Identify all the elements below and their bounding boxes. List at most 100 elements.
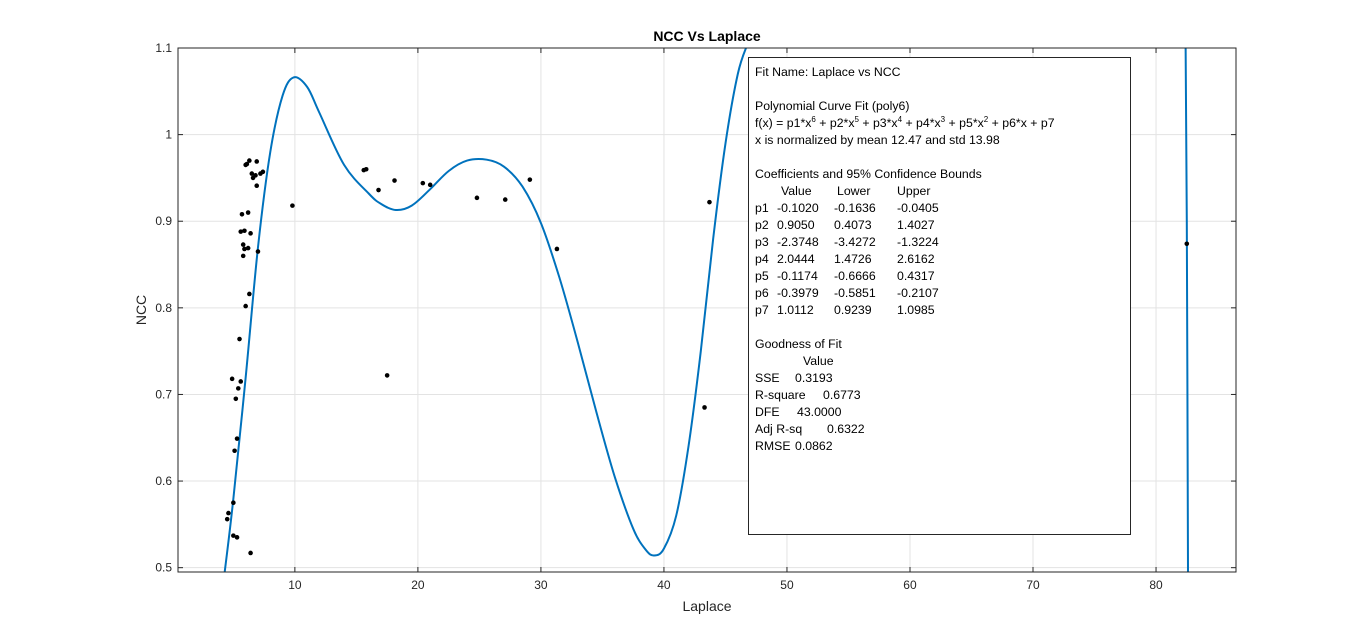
data-point xyxy=(247,291,252,297)
data-point xyxy=(248,231,253,236)
x-tick-label: 80 xyxy=(1149,578,1163,592)
y-tick-label: 0.7 xyxy=(155,387,172,401)
gof-header: Value xyxy=(755,353,1130,370)
y-tick-label: 0.8 xyxy=(155,301,172,315)
coefficient-lower: 0.9239 xyxy=(834,303,872,317)
coefficient-name: p6 xyxy=(755,286,769,300)
coefficient-name: p5 xyxy=(755,269,769,283)
data-point xyxy=(231,500,236,506)
chart-title: NCC Vs Laplace xyxy=(653,28,761,44)
x-axis-label: Laplace xyxy=(682,598,731,614)
x-tick-label: 40 xyxy=(657,578,671,592)
plot-frame xyxy=(177,47,1237,573)
data-point xyxy=(242,246,247,252)
gof-name: R-square xyxy=(755,388,806,402)
coefficient-name: p7 xyxy=(755,303,769,317)
coefficient-value: 1.0112 xyxy=(777,303,814,317)
x-tick-label: 30 xyxy=(534,578,548,592)
coefficient-row: p3 -2.3748 -3.4272 -1.3224 xyxy=(755,234,1130,251)
gof-row: RMSE 0.0862 xyxy=(755,438,1130,455)
fit-method: Polynomial Curve Fit (poly6) xyxy=(755,99,910,113)
coefficient-row: p6 -0.3979 -0.5851 -0.2107 xyxy=(755,285,1130,302)
coefficient-value: 2.0444 xyxy=(777,252,815,266)
fit-results-box: Fit Name: Laplace vs NCC Polynomial Curv… xyxy=(748,57,1131,535)
data-point xyxy=(527,177,533,182)
coefficient-upper: 0.4317 xyxy=(897,269,935,283)
coefficient-upper: -1.3224 xyxy=(897,235,939,249)
gof-value: 43.0000 xyxy=(797,405,842,419)
coef-header-upper: Upper xyxy=(897,184,931,198)
fit-formula: f(x) = p1*x6 + p2*x5 + p3*x4 + p4*x3 + p… xyxy=(755,115,1055,131)
data-point xyxy=(702,405,707,410)
coefficient-name: p2 xyxy=(755,218,769,232)
data-point xyxy=(1184,241,1190,247)
y-tick-label: 0.5 xyxy=(155,561,172,575)
y-axis-label: NCC xyxy=(133,295,149,325)
y-tick-label: 1.1 xyxy=(155,41,172,55)
gof-row: SSE 0.3193 xyxy=(755,370,1130,387)
gof-name: RMSE xyxy=(755,439,791,453)
data-point xyxy=(234,436,240,441)
coefficient-lower: -0.5851 xyxy=(834,286,876,300)
data-point xyxy=(253,173,258,178)
y-tick-label: 0.9 xyxy=(155,214,172,228)
data-point xyxy=(260,169,266,175)
data-point xyxy=(224,516,230,522)
data-point xyxy=(231,533,236,538)
coefficient-lower: -3.4272 xyxy=(834,235,876,249)
data-point xyxy=(384,373,390,378)
gof-row: Adj R-sq 0.6322 xyxy=(755,421,1130,438)
data-point xyxy=(233,396,239,402)
coefficient-upper: -0.2107 xyxy=(897,286,939,300)
data-point xyxy=(244,161,250,167)
coefficients-title: Coefficients and 95% Confidence Bounds xyxy=(755,167,982,181)
y-tick-label: 0.6 xyxy=(155,474,172,488)
data-point xyxy=(243,303,248,309)
goodness-of-fit-table: SSE 0.3193 R-square 0.6773 DFE 43.0000 Adj R-s… xyxy=(755,370,1130,455)
coefficient-value: -0.1020 xyxy=(777,201,819,215)
data-point xyxy=(245,210,251,215)
x-tick-label: 20 xyxy=(411,578,425,592)
coefficient-row: p4 2.0444 1.4726 2.6162 xyxy=(755,251,1130,268)
data-point xyxy=(239,211,245,217)
data-point xyxy=(238,379,244,384)
coefficient-value: -2.3748 xyxy=(777,235,819,249)
gof-value: 0.0862 xyxy=(795,439,833,453)
data-point xyxy=(254,159,260,164)
gof-value: 0.3193 xyxy=(795,371,833,385)
data-point xyxy=(232,448,237,454)
fitted-curve xyxy=(223,48,748,572)
y-tick-labels: 0.5 0.6 0.7 0.8 0.9 1 1.1 xyxy=(155,41,172,575)
x-tick-label: 10 xyxy=(288,578,302,592)
gof-header-value: Value xyxy=(803,354,834,368)
data-point xyxy=(240,242,246,247)
data-point xyxy=(234,535,240,540)
coefficient-upper: 1.4027 xyxy=(897,218,935,232)
coefficient-value: -0.1174 xyxy=(777,269,818,283)
data-point xyxy=(247,158,252,163)
data-point xyxy=(249,171,255,176)
data-point xyxy=(474,195,480,201)
data-point xyxy=(255,249,261,254)
fit-normalization: x is normalized by mean 12.47 and std 13… xyxy=(755,133,1000,147)
data-point xyxy=(235,386,241,391)
data-point xyxy=(238,229,244,234)
coefficients-table: p1 -0.1020 -0.1636 -0.0405 p2 0.9050 0.4073 1.4… xyxy=(755,200,1130,319)
x-tick-label: 70 xyxy=(1026,578,1040,592)
data-point xyxy=(254,183,260,189)
gof-value: 0.6322 xyxy=(827,422,865,436)
data-point xyxy=(554,246,560,252)
coefficient-lower: -0.1636 xyxy=(834,201,876,215)
coefficient-name: p3 xyxy=(755,235,769,249)
x-tick-label: 60 xyxy=(903,578,917,592)
fit-name: Fit Name: Laplace vs NCC xyxy=(755,65,901,79)
coefficient-value: 0.9050 xyxy=(777,218,815,232)
gof-row: R-square 0.6773 xyxy=(755,387,1130,404)
gof-name: Adj R-sq xyxy=(755,422,803,436)
data-point xyxy=(502,197,508,202)
coefficient-upper: 1.0985 xyxy=(897,303,935,317)
x-tick-label: 50 xyxy=(780,578,794,592)
gof-name: DFE xyxy=(755,405,780,419)
x-tick-labels: 10 20 30 40 50 60 70 80 xyxy=(288,578,1163,592)
